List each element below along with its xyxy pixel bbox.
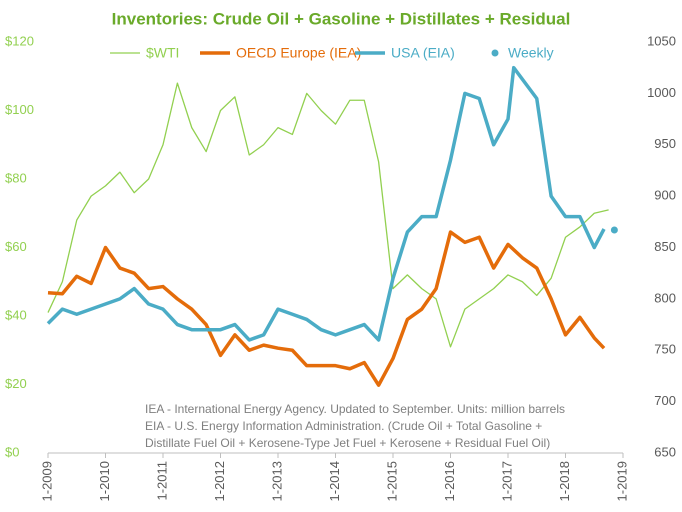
note: EIA - U.S. Energy Information Administra… [145, 419, 542, 433]
chart-title: Inventories: Crude Oil + Gasoline + Dist… [112, 9, 571, 28]
y2-tick-label: 1000 [647, 85, 676, 100]
y-tick-label: $0 [5, 444, 19, 459]
y2-tick-label: 850 [654, 239, 676, 254]
y2-tick-label: 700 [654, 393, 676, 408]
legend-label: $WTI [146, 45, 179, 61]
legend-label: USA (EIA) [391, 45, 455, 61]
y-tick-label: $100 [5, 102, 34, 117]
x-tick-label: 1-2015 [384, 461, 399, 501]
x-tick-label: 1-2013 [269, 461, 284, 501]
legend-label: OECD Europe (IEA) [236, 45, 361, 61]
y2-tick-label: 800 [654, 290, 676, 305]
x-tick-label: 1-2019 [614, 461, 629, 501]
x-tick-label: 1-2009 [39, 461, 54, 501]
x-tick-label: 1-2016 [442, 461, 457, 501]
y2-tick-label: 750 [654, 342, 676, 357]
y-tick-label: $40 [5, 307, 27, 322]
y-tick-label: $60 [5, 239, 27, 254]
y2-tick-label: 1050 [647, 33, 676, 48]
point [610, 226, 618, 234]
series-line [46, 65, 606, 342]
x-tick-label: 1-2010 [97, 461, 112, 501]
x-tick-label: 1-2017 [499, 461, 514, 501]
note: Distillate Fuel Oil + Kerosene-Type Jet … [145, 436, 550, 450]
x-tick-label: 1-2018 [557, 461, 572, 501]
note: IEA - International Energy Agency. Updat… [145, 402, 565, 416]
y-tick-label: $120 [5, 33, 34, 48]
notes: IEA - International Energy Agency. Updat… [145, 402, 565, 450]
x-tick-label: 1-2014 [327, 461, 342, 501]
x-tick-label: 1-2012 [212, 461, 227, 501]
y2-tick-label: 950 [654, 136, 676, 151]
y2-tick-label: 650 [654, 444, 676, 459]
legend-swatch [491, 49, 499, 57]
series-line [47, 230, 606, 387]
x-tick-label: 1-2011 [154, 461, 169, 501]
y-tick-label: $20 [5, 376, 27, 391]
legend-label: Weekly [508, 45, 554, 61]
series-line [47, 82, 609, 348]
y2-tick-label: 900 [654, 188, 676, 203]
y-tick-label: $80 [5, 170, 27, 185]
